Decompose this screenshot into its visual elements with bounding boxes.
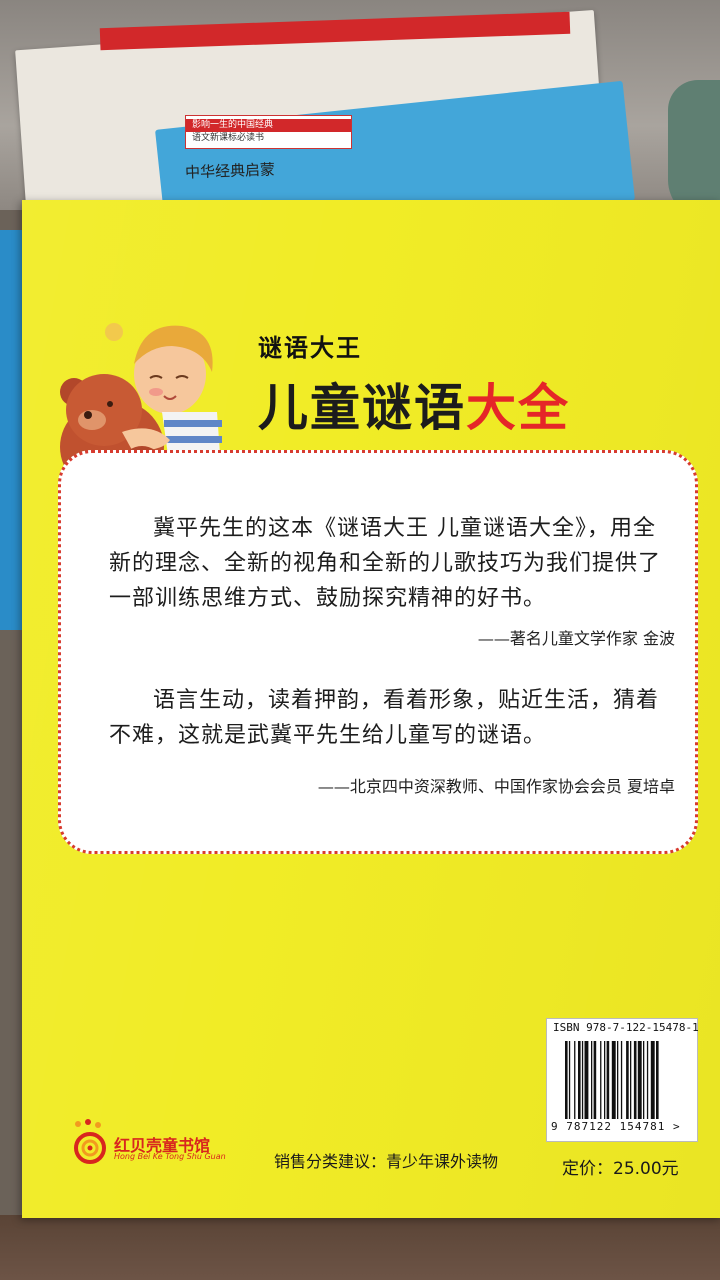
barcode-number: 9 787122 154781 > bbox=[551, 1120, 681, 1133]
main-title-black: 儿童谜语 bbox=[258, 379, 466, 437]
isbn-label: ISBN 978-7-122-15478-1 bbox=[553, 1021, 699, 1034]
review-quote-2: 语言生动，读着押韵，看着形象，贴近生活，猜着不难，这就是武冀平先生给儿童写的谜语… bbox=[109, 683, 669, 753]
background-book-title: 中华经典启蒙 bbox=[185, 158, 276, 182]
barcode-bars-icon bbox=[565, 1041, 679, 1119]
background-book-tag-line2: 语文新课标必读书 bbox=[186, 132, 351, 145]
main-title: 儿童谜语大全 bbox=[258, 368, 570, 440]
review-attribution-2: ——北京四中资深教师、中国作家协会会员 夏培卓 bbox=[318, 773, 675, 797]
background-book-tag-line1: 影响一生的中国经典 bbox=[186, 119, 351, 132]
seashell-logo-icon bbox=[68, 1118, 112, 1166]
review-quote-1: 冀平先生的这本《谜语大王 儿童谜语大全》，用全新的理念、全新的视角和全新的儿歌技… bbox=[109, 511, 669, 616]
review-attribution-1: ——著名儿童文学作家 金波 bbox=[478, 625, 675, 649]
background-book-tag: 影响一生的中国经典 语文新课标必读书 bbox=[185, 115, 352, 149]
review-quote-box: 冀平先生的这本《谜语大王 儿童谜语大全》，用全新的理念、全新的视角和全新的儿歌技… bbox=[58, 450, 698, 854]
background-cloth bbox=[668, 80, 720, 220]
main-title-red: 大全 bbox=[466, 379, 570, 437]
book-back-cover: 谜语大王 儿童谜语大全 冀平先生的这本《谜语大王 儿童谜语大全》，用全新的理念、… bbox=[22, 200, 720, 1218]
publisher-pinyin: Hong Bei Ke Tong Shu Guan bbox=[114, 1152, 226, 1161]
sales-category: 销售分类建议：青少年课外读物 bbox=[274, 1148, 498, 1172]
price-label: 定价：25.00元 bbox=[562, 1154, 679, 1179]
isbn-barcode: ISBN 978-7-122-15478-1 9 787122 154781 > bbox=[546, 1018, 698, 1142]
publisher-block: 红贝壳童书馆 Hong Bei Ke Tong Shu Guan bbox=[68, 1118, 268, 1168]
series-title: 谜语大王 bbox=[258, 328, 362, 363]
background-floor bbox=[0, 1215, 720, 1280]
